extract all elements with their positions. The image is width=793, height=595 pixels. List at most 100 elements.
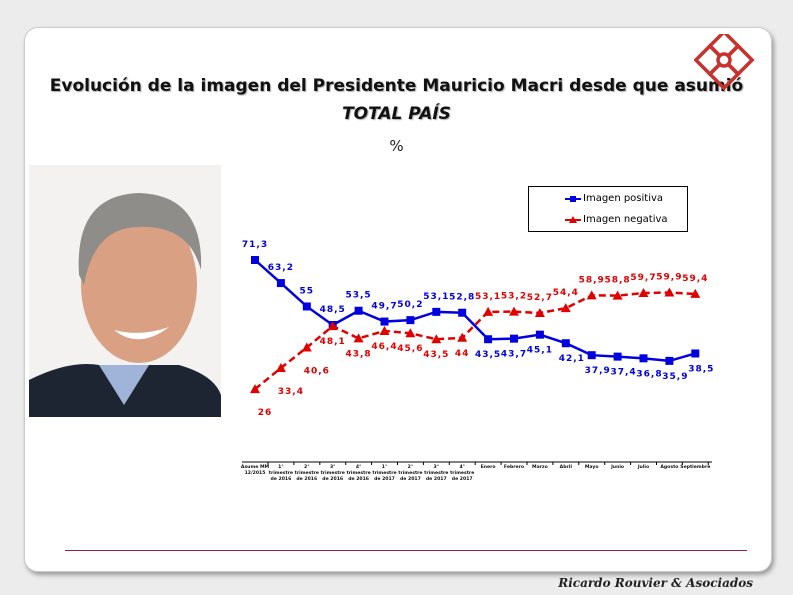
data-point: [586, 290, 597, 300]
data-point: [534, 308, 545, 318]
data-point: [587, 351, 596, 360]
x-tick-label: 3°: [434, 464, 440, 470]
legend-item-positiva: Imagen positiva: [565, 193, 663, 204]
x-tick-label: Julio: [637, 464, 649, 470]
data-point: [406, 316, 415, 325]
data-label: 58,9: [579, 275, 605, 285]
company-logo: [694, 34, 755, 90]
series-line-positiva: [254, 259, 696, 363]
data-point: [665, 356, 674, 365]
data-point: [613, 352, 622, 361]
data-point: [690, 288, 701, 298]
data-label: 36,8: [636, 369, 662, 379]
data-point: [431, 334, 442, 344]
x-tick-label: de 2016: [296, 476, 317, 482]
x-tick-label: 2°: [304, 464, 310, 470]
x-tick-label: trimestre: [450, 470, 474, 476]
data-point: [561, 339, 570, 348]
data-label: 53,1: [423, 292, 449, 302]
x-tick-label: trimestre: [424, 470, 448, 476]
data-point: [379, 325, 390, 335]
x-tick-label: de 2016: [271, 476, 292, 482]
divider-line: [65, 550, 747, 551]
president-photo: [29, 165, 221, 417]
data-label: 71,3: [242, 240, 268, 250]
data-label: 43,7: [501, 350, 527, 360]
x-tick-label: 1°: [382, 464, 388, 470]
legend-marker-red: [565, 215, 581, 223]
data-point: [691, 349, 700, 358]
data-label: 49,7: [371, 302, 397, 312]
data-label: 59,7: [630, 273, 656, 283]
data-point: [250, 384, 260, 394]
x-tick-label: trimestre: [346, 470, 370, 476]
x-tick-label: trimestre: [372, 470, 396, 476]
data-point: [405, 328, 416, 338]
data-label: 52,7: [527, 293, 553, 303]
data-point: [510, 334, 518, 343]
data-label: 33,4: [278, 387, 304, 397]
data-label: 37,4: [610, 368, 636, 378]
x-tick-label: trimestre: [398, 470, 422, 476]
data-label: 35,9: [662, 372, 688, 382]
data-point: [301, 342, 312, 352]
data-label: 54,4: [553, 288, 579, 298]
x-tick-label: Mayo: [585, 464, 599, 470]
data-label: 52,8: [449, 293, 475, 303]
x-tick-label: 3°: [330, 464, 336, 470]
data-label: 43,8: [345, 349, 371, 359]
data-label: 45,1: [527, 346, 553, 356]
unit-label: %: [389, 137, 404, 155]
data-label: 38,5: [688, 364, 714, 374]
x-tick-label: 1°: [278, 464, 284, 470]
x-tick-label: Asume MM: [241, 464, 270, 470]
data-label: 48,1: [320, 337, 346, 347]
chart-subtitle: TOTAL PAÍS: [342, 104, 451, 124]
data-point: [639, 354, 648, 363]
legend-item-negativa: Imagen negativa: [565, 214, 668, 225]
data-point: [509, 306, 519, 316]
x-tick-label: de 2017: [374, 476, 395, 482]
data-point: [457, 332, 468, 342]
data-point: [354, 306, 363, 315]
data-point: [302, 302, 311, 311]
data-point: [432, 307, 441, 316]
data-label: 58,8: [604, 276, 630, 286]
data-point: [535, 330, 544, 339]
data-label: 53,2: [501, 292, 527, 302]
x-tick-label: de 2016: [322, 476, 343, 482]
footer-credit: Ricardo Rouvier & Asociados: [558, 576, 753, 590]
x-tick-label: trimestre: [295, 470, 319, 476]
data-point: [327, 321, 338, 331]
data-label: 43,5: [475, 350, 501, 360]
data-point: [560, 303, 571, 313]
data-point: [664, 287, 675, 297]
data-label: 48,5: [320, 305, 346, 315]
data-point: [483, 306, 494, 316]
x-tick-label: Junio: [610, 464, 624, 470]
legend-label: Imagen positiva: [583, 193, 664, 204]
data-label: 55: [300, 286, 315, 296]
x-tick-label: 4°: [459, 464, 465, 470]
x-tick-label: 2°: [408, 464, 414, 470]
data-point: [458, 308, 467, 317]
x-tick-label: trimestre: [321, 470, 345, 476]
data-label: 59,4: [682, 274, 708, 284]
data-label: 50,2: [397, 300, 423, 310]
x-tick-label: de 2017: [426, 476, 447, 482]
x-tick-label: de 2017: [452, 476, 473, 482]
x-tick-label: Septiembre: [680, 464, 710, 470]
data-point: [638, 288, 649, 298]
chart-legend: Imagen positiva Imagen negativa: [528, 186, 688, 232]
x-tick-label: Marzo: [532, 464, 548, 470]
data-point: [251, 256, 259, 264]
x-tick-label: Abril: [560, 464, 573, 470]
x-tick-label: de 2017: [400, 476, 421, 482]
data-label: 37,9: [585, 366, 611, 376]
chart-title: Evolución de la imagen del Presidente Ma…: [49, 76, 744, 96]
data-label: 40,6: [304, 366, 330, 376]
data-label: 45,6: [397, 344, 423, 354]
data-point: [275, 363, 286, 373]
x-tick-label: Agosto: [660, 464, 678, 470]
